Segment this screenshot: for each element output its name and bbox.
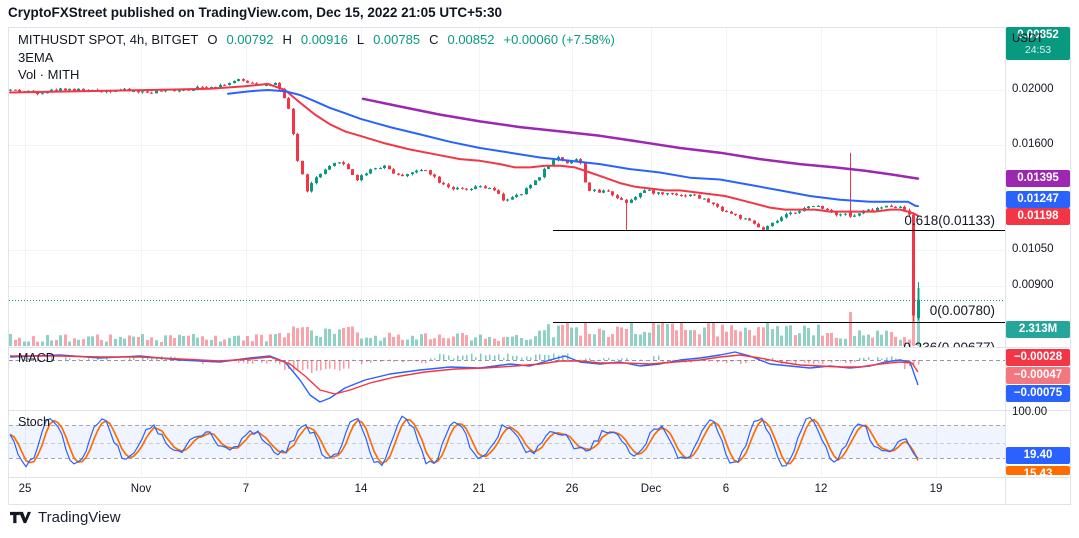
time-axis-label: 26 xyxy=(565,483,579,495)
axis-value-badge: −0.00075 xyxy=(1006,385,1070,402)
legend-main-row: MITHUSDT SPOT, 4h, BITGET O 0.00792 H 0.0091… xyxy=(18,31,624,49)
ohlc-low-value: 0.00785 xyxy=(373,32,421,47)
ohlc-high-value: 0.00916 xyxy=(300,32,348,47)
time-axis-label: 7 xyxy=(242,483,250,495)
last-price-badge: 0.00852 24:53 xyxy=(1006,27,1070,60)
publish-caption: CryptoFXStreet published on TradingView.… xyxy=(8,5,503,20)
bar-countdown: 24:53 xyxy=(1024,44,1052,56)
time-axis-label: 12 xyxy=(814,483,828,495)
tradingview-label: TradingView xyxy=(38,509,121,526)
axis-tick: 0.01050 xyxy=(1012,243,1054,255)
axis-value-badge: 0.01247 xyxy=(1006,191,1070,208)
axis-tick: 0.01600 xyxy=(1012,138,1054,150)
ohlc-low-key: L xyxy=(356,32,365,47)
indicator-title-stoch[interactable]: Stoch xyxy=(18,415,50,429)
change-value: +0.00060 (+7.58%) xyxy=(503,32,615,47)
time-axis-label: Dec xyxy=(640,483,662,495)
axis-tick: 0.02000 xyxy=(1012,83,1054,95)
ohlc-open-key: O xyxy=(207,32,218,47)
fib-level-618-label: 0.618(0.01133) xyxy=(904,213,995,228)
axis-value-badge: 2.313M xyxy=(1006,321,1070,338)
time-axis-label: 25 xyxy=(18,483,32,495)
fib-level-236-label: 0.236(0.00677) xyxy=(903,340,995,347)
time-axis[interactable]: 25 Nov 7 14 21 26 Dec 6 12 19 xyxy=(0,483,1079,503)
ohlc-high-key: H xyxy=(282,32,292,47)
price-axis[interactable]: USDT 0.02000 0.01600 0.01050 0.00900 100.00 … xyxy=(1006,27,1079,505)
axis-value-badge: 19.40 xyxy=(1006,447,1070,464)
axis-currency-label: USDT xyxy=(1012,33,1044,45)
fib-level-0-label: 0(0.00780) xyxy=(929,303,995,318)
indicator-title-macd[interactable]: MACD xyxy=(18,351,55,365)
tradingview-attribution[interactable]: TradingView xyxy=(10,509,121,526)
axis-tick: 100.00 xyxy=(1012,406,1048,418)
axis-tick: 0.00900 xyxy=(1012,279,1054,291)
indicator-title-ema[interactable]: 3EMA xyxy=(18,49,54,65)
time-axis-label: Nov xyxy=(130,483,152,495)
time-axis-label: 14 xyxy=(354,483,368,495)
indicator-title-volume[interactable]: Vol · MITH xyxy=(18,67,80,82)
tradingview-logo-icon xyxy=(10,511,31,524)
chart-legend: MITHUSDT SPOT, 4h, BITGET O 0.00792 H 0.0091… xyxy=(18,31,624,84)
time-axis-label: 6 xyxy=(722,483,730,495)
axis-value-badge: 0.01395 xyxy=(1006,170,1070,187)
axis-value-badge: 0.01198 xyxy=(1006,208,1070,225)
time-axis-label: 19 xyxy=(929,483,943,495)
ohlc-close-key: C xyxy=(429,32,439,47)
axis-value-badge: −0.00028 xyxy=(1006,349,1070,366)
axis-value-badge: 15.43 xyxy=(1006,466,1070,475)
ohlc-open-value: 0.00792 xyxy=(226,32,274,47)
axis-value-badge: −0.00047 xyxy=(1006,367,1070,384)
ohlc-close-value: 0.00852 xyxy=(447,32,495,47)
symbol-title[interactable]: MITHUSDT SPOT, 4h, BITGET xyxy=(18,32,199,47)
time-axis-label: 21 xyxy=(472,483,486,495)
last-price-value: 0.00852 xyxy=(1017,29,1059,41)
